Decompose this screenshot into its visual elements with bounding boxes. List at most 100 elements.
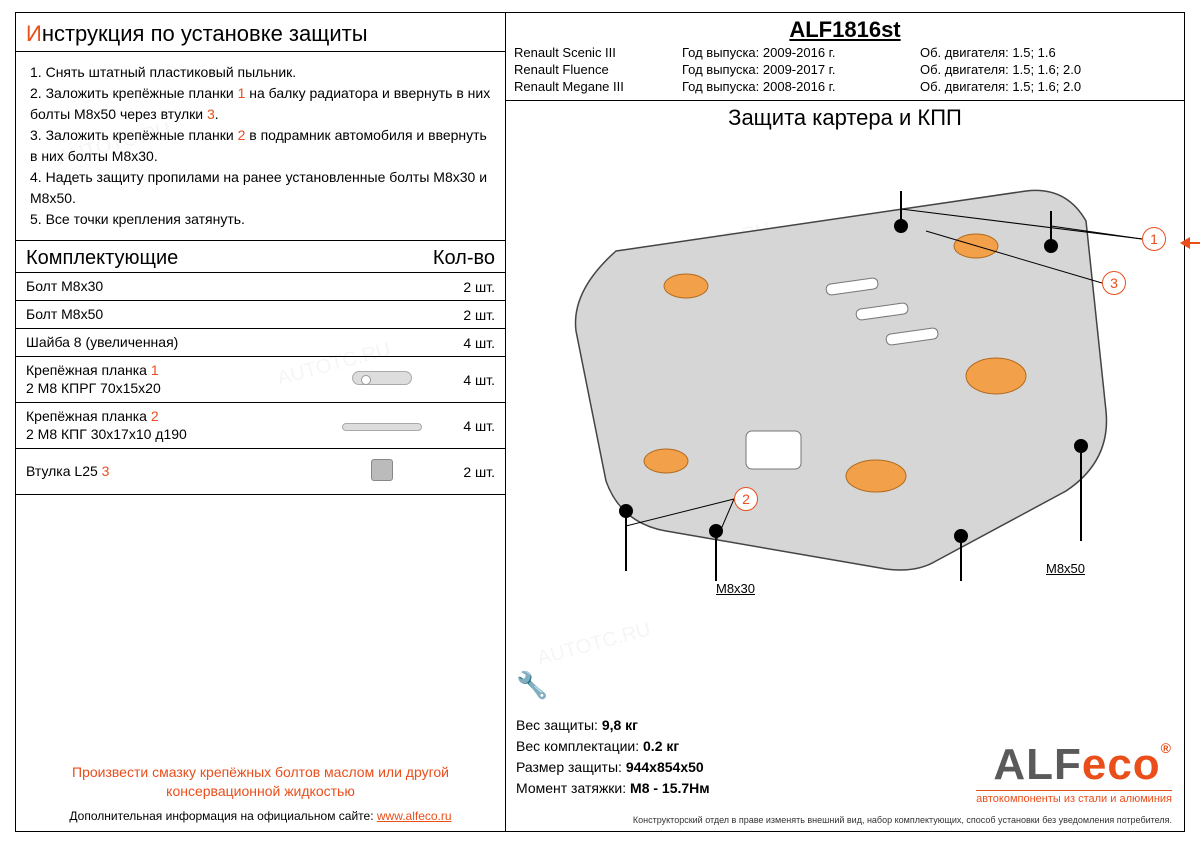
vehicle-model: Renault Scenic III — [514, 45, 674, 62]
spec-value: M8 - 15.7Нм — [630, 780, 710, 796]
warning-text: Произвести смазку крепёжных болтов масло… — [30, 763, 491, 801]
instructions-title-accent: И — [26, 21, 42, 46]
part-image — [327, 459, 437, 484]
right-column: ALF1816st Renault Scenic III Год выпуска… — [506, 13, 1184, 831]
step-text: Заложить крепёжные планки 1 на балку рад… — [30, 85, 490, 122]
part-qty: 4 шт. — [437, 335, 505, 351]
step-text: Все точки крепления затянуть. — [46, 211, 245, 227]
part-row: Втулка L25 3 2 шт. — [16, 449, 505, 495]
brand-eco: eco — [1082, 740, 1161, 789]
part-qty: 4 шт. — [437, 418, 505, 434]
spec-label: Момент затяжки: — [516, 780, 626, 796]
ref-number: 2 — [151, 408, 159, 424]
part-row: Болт M8x30 2 шт. — [16, 273, 505, 301]
instructions-title: Инструкция по установке защиты — [16, 13, 505, 52]
step-number: 5. — [30, 211, 42, 227]
bracket-icon — [352, 371, 412, 385]
wrench-icon: 🔧 — [516, 670, 548, 701]
bolt-label-m8x50: M8x50 — [1046, 561, 1085, 576]
vehicle-engine: Об. двигателя: 1.5; 1.6 — [920, 45, 1176, 62]
part-row: Крепёжная планка 2 2 M8 КПГ 30x17x10 д19… — [16, 403, 505, 449]
brand-reg: ® — [1161, 740, 1172, 756]
instructions-list: 1. Снять штатный пластиковый пыльник. 2.… — [16, 52, 505, 241]
step-number: 1. — [30, 64, 42, 80]
instruction-step: 3. Заложить крепёжные планки 2 в подрамн… — [30, 125, 491, 167]
step-text: Надеть защиту пропилами на ранее установ… — [30, 169, 487, 206]
parts-header-right: Кол-во — [433, 247, 495, 270]
part-row: Шайба 8 (увеличенная) 4 шт. — [16, 329, 505, 357]
part-row: Крепёжная планка 1 2 M8 КПРГ 70x15x20 4 … — [16, 357, 505, 403]
part-qty: 2 шт. — [437, 464, 505, 480]
part-name: Крепёжная планка 2 2 M8 КПГ 30x17x10 д19… — [16, 405, 327, 446]
spec-value: 0.2 кг — [643, 738, 679, 754]
part-name: Шайба 8 (увеличенная) — [16, 331, 327, 355]
part-qty: 2 шт. — [437, 279, 505, 295]
vehicle-model: Renault Fluence — [514, 62, 674, 79]
ref-number: 3 — [207, 106, 215, 122]
instruction-step: 5. Все точки крепления затянуть. — [30, 209, 491, 230]
brand-alf: ALF — [993, 740, 1082, 789]
part-sub: 2 M8 КПРГ 70x15x20 — [26, 380, 161, 396]
part-qty: 2 шт. — [437, 307, 505, 323]
vehicle-row: Renault Fluence Год выпуска: 2009-2017 г… — [514, 62, 1176, 79]
step-text: Заложить крепёжные планки 2 в подрамник … — [30, 127, 487, 164]
vehicle-year: Год выпуска: 2009-2017 г. — [682, 62, 912, 79]
site-link-line: Дополнительная информация на официальном… — [30, 809, 491, 823]
vehicle-row: Renault Scenic III Год выпуска: 2009-201… — [514, 45, 1176, 62]
bolt-label-m8x30: M8x30 — [716, 581, 755, 596]
part-image — [327, 418, 437, 434]
spec-row: Момент затяжки: M8 - 15.7Нм — [516, 778, 710, 799]
brand-block: ALFeco® автокомпоненты из стали и алюмин… — [976, 740, 1172, 805]
brand-tagline: автокомпоненты из стали и алюминия — [976, 790, 1172, 805]
diagram-area: Направление движения — [506, 131, 1184, 831]
step-number: 2. — [30, 85, 42, 101]
part-name: Крепёжная планка 1 2 M8 КПРГ 70x15x20 — [16, 359, 327, 400]
callout-3: 3 — [1102, 271, 1126, 295]
callout-2: 2 — [734, 487, 758, 511]
part-name: Болт M8x50 — [16, 303, 327, 327]
part-name: Болт M8x30 — [16, 275, 327, 299]
site-prefix: Дополнительная информация на официальном… — [69, 809, 376, 823]
step-number: 4. — [30, 169, 42, 185]
parts-header: Комплектующие Кол-во — [16, 241, 505, 273]
diagram-title: Защита картера и КПП — [506, 101, 1184, 131]
parts-header-left: Комплектующие — [26, 247, 178, 270]
spec-label: Вес защиты: — [516, 717, 598, 733]
callout-1: 1 — [1142, 227, 1166, 251]
left-footer: Произвести смазку крепёжных болтов масло… — [16, 751, 505, 831]
spec-row: Вес защиты: 9,8 кг — [516, 715, 710, 736]
step-number: 3. — [30, 127, 42, 143]
spec-row: Вес комплектации: 0.2 кг — [516, 736, 710, 757]
site-url-link[interactable]: www.alfeco.ru — [377, 809, 452, 823]
vehicle-engine: Об. двигателя: 1.5; 1.6; 2.0 — [920, 79, 1176, 96]
bracket-icon — [342, 423, 422, 431]
part-name: Втулка L25 3 — [16, 460, 327, 484]
spec-label: Вес комплектации: — [516, 738, 639, 754]
instructions-title-rest: нструкция по установке защиты — [42, 21, 368, 46]
header-right: ALF1816st Renault Scenic III Год выпуска… — [506, 13, 1184, 101]
left-column: Инструкция по установке защиты 1. Снять … — [16, 13, 506, 831]
vehicle-year: Год выпуска: 2008-2016 г. — [682, 79, 912, 96]
disclaimer-text: Конструкторский отдел в праве изменять в… — [633, 815, 1172, 825]
instruction-step: 2. Заложить крепёжные планки 1 на балку … — [30, 83, 491, 125]
part-sub: 2 M8 КПГ 30x17x10 д190 — [26, 426, 187, 442]
instruction-step: 4. Надеть защиту пропилами на ранее уста… — [30, 167, 491, 209]
vehicle-row: Renault Megane III Год выпуска: 2008-201… — [514, 79, 1176, 96]
brand-logo: ALFeco® — [976, 740, 1172, 790]
vehicle-engine: Об. двигателя: 1.5; 1.6; 2.0 — [920, 62, 1176, 79]
part-image — [327, 371, 437, 388]
specs-box: Вес защиты: 9,8 кг Вес комплектации: 0.2… — [516, 715, 710, 799]
ref-number: 1 — [151, 362, 159, 378]
spec-value: 944x854x50 — [626, 759, 704, 775]
vehicle-year: Год выпуска: 2009-2016 г. — [682, 45, 912, 62]
instruction-step: 1. Снять штатный пластиковый пыльник. — [30, 62, 491, 83]
product-code: ALF1816st — [514, 17, 1176, 43]
page-frame: AUTOTC.RU AUTOTC.RU AUTOTC.RU AUTOTC.RU … — [15, 12, 1185, 832]
spec-row: Размер защиты: 944x854x50 — [516, 757, 710, 778]
vehicle-model: Renault Megane III — [514, 79, 674, 96]
parts-table: Болт M8x30 2 шт. Болт M8x50 2 шт. Шайба … — [16, 273, 505, 495]
part-row: Болт M8x50 2 шт. — [16, 301, 505, 329]
spec-label: Размер защиты: — [516, 759, 622, 775]
bushing-icon — [371, 459, 393, 481]
step-text: Снять штатный пластиковый пыльник. — [46, 64, 297, 80]
